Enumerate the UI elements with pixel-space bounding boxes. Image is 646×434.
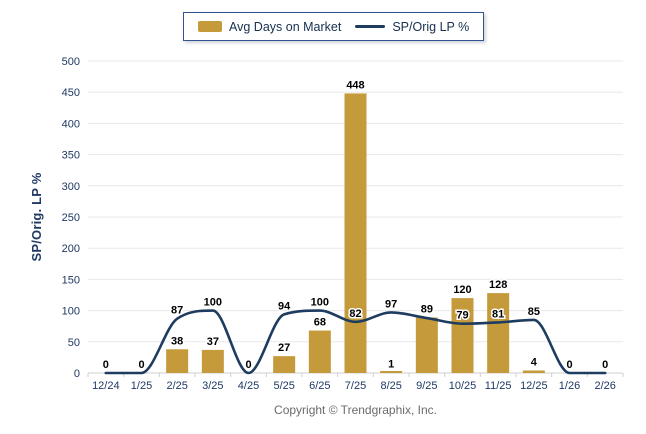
line-series-swatch-icon (355, 25, 386, 28)
line-value-label: 81 (492, 308, 504, 320)
legend-bar-label: Avg Days on Market (229, 19, 342, 34)
y-tick-label: 250 (62, 212, 80, 224)
bar-value-label: 68 (314, 317, 326, 329)
bar (380, 371, 403, 373)
bar (415, 317, 438, 373)
line-value-label: 0 (566, 359, 572, 371)
bar (522, 370, 545, 373)
line-value-label: 100 (311, 297, 329, 309)
bar-series-swatch-icon (198, 21, 222, 32)
x-tick-label: 4/25 (238, 380, 259, 392)
bar (308, 330, 331, 373)
bar (166, 349, 189, 373)
bar-value-label: 0 (138, 359, 144, 371)
line-value-label: 79 (456, 310, 468, 322)
y-tick-label: 50 (68, 337, 80, 349)
line-value-label: 97 (385, 298, 397, 310)
line-value-label: 88 (421, 304, 433, 316)
y-tick-label: 350 (62, 150, 80, 162)
line-value-label: 85 (528, 306, 540, 318)
line-value-label: 0 (138, 359, 144, 371)
bar (344, 93, 367, 373)
bar-value-label: 128 (489, 279, 507, 291)
x-tick-label: 12/24 (92, 380, 120, 392)
bar-value-label: 89 (421, 303, 433, 315)
bar-value-label: 27 (278, 342, 290, 354)
bar-value-label: 37 (207, 336, 219, 348)
bar-value-label: 4 (531, 357, 538, 369)
y-axis-title: SP/Orig. LP % (29, 172, 44, 262)
y-tick-label: 450 (62, 87, 80, 99)
bar (487, 293, 510, 373)
y-tick-label: 100 (62, 306, 80, 318)
bar-value-label: 0 (566, 359, 572, 371)
y-tick-label: 200 (62, 243, 80, 255)
y-tick-label: 0 (74, 368, 80, 380)
line-value-label: 0 (103, 359, 109, 371)
line-value-label: 100 (204, 297, 222, 309)
copyright-text: Copyright © Trendgraphix, Inc. (274, 403, 437, 417)
x-tick-label: 1/26 (559, 380, 580, 392)
x-tick-label: 11/25 (485, 380, 512, 392)
bar-value-label: 1 (388, 358, 394, 370)
line-value-label: 0 (602, 359, 608, 371)
y-tick-label: 300 (62, 181, 80, 193)
legend-item-line: SP/Orig LP % (355, 20, 469, 34)
y-tick-label: 150 (62, 274, 80, 286)
x-tick-label: 3/25 (202, 380, 223, 392)
legend-line-label: SP/Orig LP % (392, 19, 470, 34)
bar-value-label: 448 (346, 79, 364, 91)
bar-value-label: 0 (103, 359, 109, 371)
bar-value-label: 120 (453, 284, 471, 296)
bar (201, 349, 224, 373)
x-tick-label: 2/25 (166, 380, 187, 392)
x-tick-label: 6/25 (309, 380, 330, 392)
bar-value-label: 0 (245, 359, 251, 371)
line-value-label: 94 (278, 300, 291, 312)
x-tick-label: 12/25 (520, 380, 548, 392)
line-value-label: 87 (171, 305, 183, 317)
x-tick-label: 5/25 (273, 380, 294, 392)
bar (273, 356, 296, 373)
x-tick-label: 7/25 (345, 380, 366, 392)
line-value-label: 82 (349, 308, 361, 320)
x-tick-label: 9/25 (416, 380, 437, 392)
x-tick-label: 2/26 (594, 380, 615, 392)
legend-item-bar: Avg Days on Market (198, 20, 341, 34)
x-tick-label: 10/25 (449, 380, 477, 392)
line-value-label: 0 (245, 359, 251, 371)
bar (451, 298, 474, 373)
sp-orig-lp-line (104, 309, 607, 375)
y-tick-label: 400 (62, 118, 80, 130)
y-tick-label: 500 (62, 56, 80, 68)
bar-value-label: 0 (602, 359, 608, 371)
chart-legend: Avg Days on Market SP/Orig LP % (183, 12, 485, 41)
x-tick-label: 8/25 (380, 380, 401, 392)
x-tick-label: 1/25 (131, 380, 152, 392)
bar-value-label: 38 (171, 335, 183, 347)
